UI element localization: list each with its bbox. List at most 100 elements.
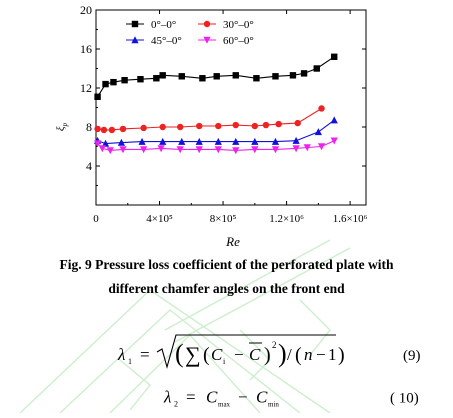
data-point — [110, 78, 117, 86]
data-point — [214, 137, 222, 145]
data-point — [159, 72, 166, 79]
data-point — [271, 146, 280, 154]
data-point — [232, 147, 240, 155]
data-point — [119, 146, 127, 154]
data-point — [215, 122, 222, 130]
data-point — [292, 136, 300, 144]
legend-label: 0°–0° — [151, 19, 176, 31]
data-point — [178, 73, 185, 80]
data-point — [253, 75, 260, 82]
legend-marker — [203, 36, 211, 44]
data-point — [314, 128, 322, 136]
svg-text:=: = — [186, 388, 196, 407]
svg-text:λ: λ — [117, 345, 125, 364]
data-point — [178, 137, 186, 145]
y-tick-label: 8 — [86, 120, 92, 134]
x-axis-label: Re — [225, 234, 240, 249]
legend-label: 30°–0° — [223, 19, 254, 31]
data-point — [199, 75, 206, 82]
data-point — [108, 126, 116, 134]
data-point — [289, 72, 297, 79]
series-line — [97, 119, 335, 145]
data-point — [137, 76, 144, 83]
data-point — [94, 125, 101, 133]
svg-text:−: − — [316, 345, 326, 364]
svg-text:1: 1 — [328, 345, 337, 364]
figure-caption-line-1: Fig. 9 Pressure loss coefficient of the … — [59, 257, 394, 272]
svg-text:−: − — [238, 388, 248, 407]
data-point — [140, 146, 148, 154]
svg-text:(: ( — [175, 339, 184, 368]
data-point — [119, 125, 127, 133]
x-tick-label: 4×10⁵ — [146, 213, 173, 225]
chart-legend: 0°–0° 30°–0° 45°–0° 60°–0° — [126, 19, 254, 47]
data-point — [94, 93, 101, 100]
data-point — [313, 65, 320, 72]
y-tick-label: 20 — [80, 3, 92, 17]
data-point — [317, 143, 326, 151]
data-point — [195, 137, 203, 145]
data-point — [292, 145, 300, 153]
data-point — [106, 147, 114, 155]
data-point — [159, 137, 167, 145]
legend-marker — [131, 36, 139, 44]
equation-9-number: (9) — [403, 348, 421, 364]
svg-text:): ) — [278, 339, 287, 368]
data-point — [93, 140, 102, 148]
legend-label: 60°–0° — [223, 35, 254, 47]
svg-text:): ) — [338, 344, 345, 366]
svg-text:/: / — [287, 345, 292, 364]
data-point — [140, 124, 147, 132]
svg-text:C: C — [206, 388, 218, 407]
data-point — [271, 137, 280, 145]
legend-label: 45°–0° — [151, 35, 182, 47]
equation-10-number: ( 10) — [390, 391, 419, 407]
svg-text:C: C — [249, 345, 261, 364]
series-line — [97, 140, 335, 151]
svg-text:C: C — [256, 388, 268, 407]
x-tick-label: 1.2×10⁶ — [269, 213, 304, 225]
svg-text:min: min — [268, 401, 279, 409]
data-point — [232, 137, 240, 145]
data-point — [176, 146, 184, 154]
svg-text:(: ( — [295, 344, 302, 366]
data-point — [214, 146, 222, 154]
data-point — [176, 123, 184, 131]
svg-text:−: − — [234, 345, 244, 364]
data-point — [157, 145, 165, 153]
svg-text:=: = — [140, 345, 150, 364]
svg-text:i: i — [223, 357, 226, 366]
data-point — [294, 119, 301, 127]
data-point — [300, 70, 308, 77]
data-point — [98, 145, 106, 153]
series-line — [97, 108, 322, 131]
svg-text:∑: ∑ — [185, 342, 201, 367]
data-point — [251, 146, 259, 154]
data-point — [159, 123, 166, 131]
data-point — [330, 116, 338, 124]
y-tick-label: 16 — [80, 42, 92, 56]
data-point — [195, 146, 203, 154]
data-point — [117, 138, 126, 146]
data-point — [232, 121, 239, 129]
data-point — [330, 137, 338, 145]
y-tick-label: 12 — [80, 81, 92, 95]
x-tick-label: 1.6×10⁶ — [333, 213, 368, 225]
y-axis-label: ξp — [55, 122, 69, 131]
data-point — [153, 75, 160, 82]
y-tick-label: 4 — [86, 159, 92, 173]
data-point — [331, 53, 338, 60]
svg-text:2: 2 — [272, 340, 277, 350]
line-chart: 0 4×10⁵ 8×10⁵ 1.2×10⁶ 1.6×10⁶ 4 8 12 16 20 0°–0° 3… — [55, 3, 368, 249]
data-point — [272, 73, 279, 80]
data-point — [213, 73, 220, 80]
data-point — [251, 137, 259, 145]
legend-marker — [203, 20, 211, 28]
equation-9: λ 1 = ( ∑ ( C i − C ) 2 ) / ( n − 1 ) (9… — [117, 334, 421, 370]
data-point — [251, 122, 259, 130]
legend-marker — [131, 20, 139, 28]
data-point — [262, 121, 270, 129]
svg-text:n: n — [304, 345, 313, 364]
data-point — [100, 126, 108, 134]
data-point — [232, 72, 239, 79]
